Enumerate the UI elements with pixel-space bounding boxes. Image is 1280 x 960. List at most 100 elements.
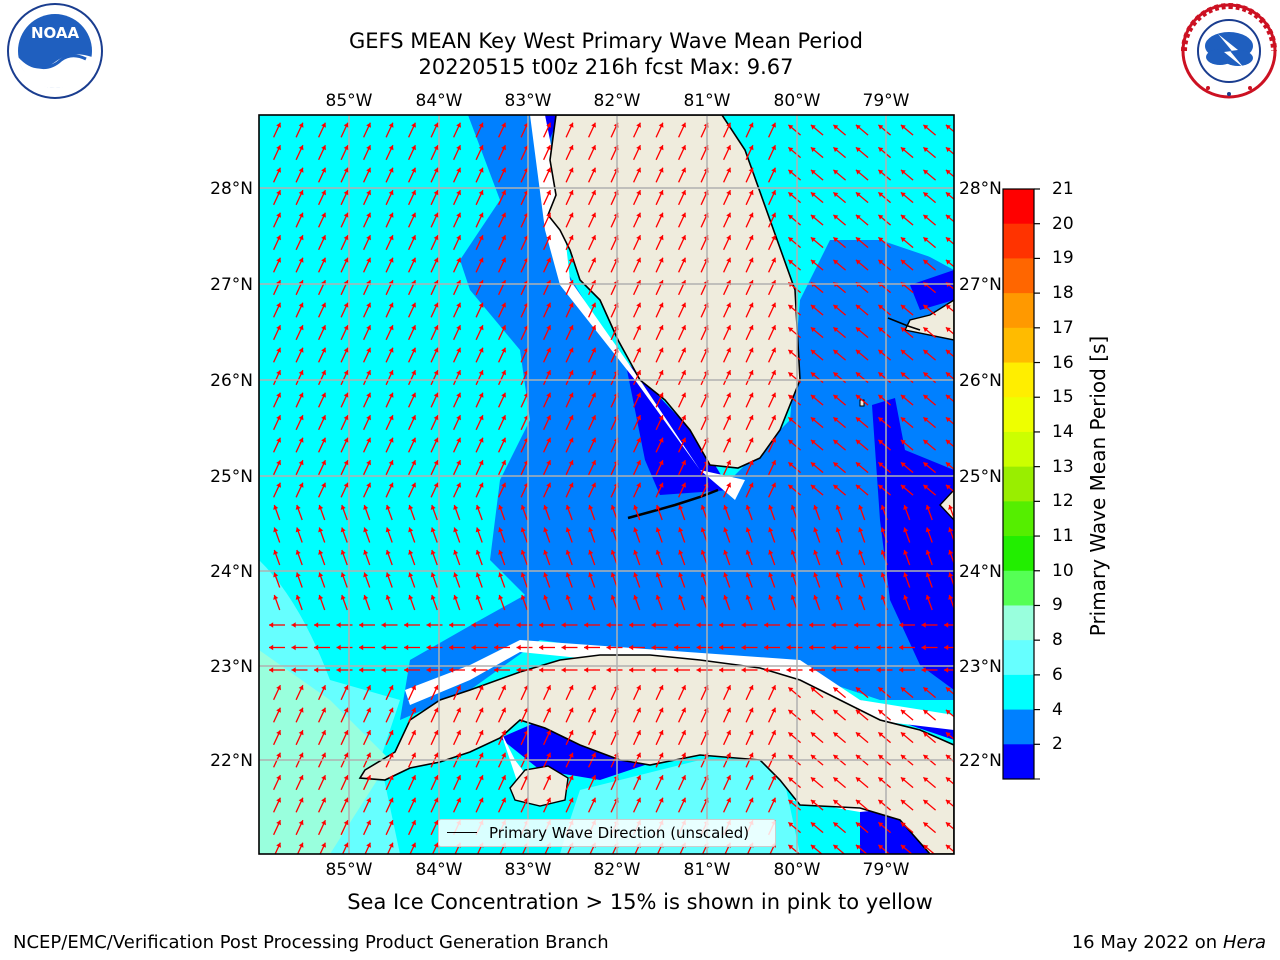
wave-direction-arrowhead — [633, 572, 639, 578]
wave-direction-arrowhead — [880, 572, 886, 578]
wave-direction-arrowhead — [833, 192, 839, 198]
wave-direction-arrowhead — [276, 752, 281, 758]
wave-direction-arrowhead — [855, 754, 861, 760]
wave-direction-arrowhead — [921, 622, 926, 628]
wave-direction-arrowhead — [900, 124, 906, 130]
lon-label-bottom: 81°W — [684, 860, 731, 880]
colorbar-segment — [1003, 605, 1034, 641]
wave-direction-arrowhead — [408, 505, 414, 510]
wave-direction-arrowhead — [501, 122, 506, 128]
wave-direction-arrowhead — [388, 122, 394, 128]
wave-direction-arrowhead — [813, 595, 819, 600]
wave-direction-arrowhead — [831, 622, 836, 628]
wave-direction-arrowhead — [568, 797, 574, 803]
wave-direction-arrowhead — [433, 775, 439, 781]
wave-direction-arrowhead — [321, 797, 326, 803]
wave-direction-arrowhead — [588, 550, 594, 555]
wave-direction-arrowhead — [411, 145, 416, 151]
wave-direction-arrowhead — [591, 415, 596, 421]
wave-direction-arrowhead — [948, 505, 954, 510]
wave-direction-arrowhead — [726, 370, 731, 376]
wave-direction-arrowhead — [948, 527, 954, 533]
wave-direction-arrowhead — [655, 550, 661, 555]
wave-direction-arrowhead — [810, 124, 816, 130]
lon-label-bottom: 84°W — [416, 860, 463, 880]
wave-direction-arrowhead — [433, 235, 439, 241]
wave-direction-arrowhead — [810, 259, 816, 265]
wave-direction-arrowhead — [298, 707, 304, 713]
wave-direction-arrowhead — [321, 685, 326, 691]
wave-direction-arrowhead — [340, 550, 346, 555]
chart-title: GEFS MEAN Key West Primary Wave Mean Per… — [349, 29, 863, 53]
wave-direction-arrowhead — [318, 595, 324, 600]
wave-direction-arrowhead — [833, 732, 839, 738]
wave-direction-arrowhead — [788, 844, 794, 850]
date-text: 16 May 2022 on Hera — [1072, 932, 1266, 953]
wave-direction-arrowhead — [655, 527, 661, 533]
wave-direction-arrowhead — [295, 505, 301, 510]
colorbar-segment — [1003, 293, 1034, 329]
wave-direction-arrowhead — [771, 122, 776, 128]
colorbar-tick-label: 20 — [1052, 213, 1074, 234]
wave-direction-arrowhead — [546, 730, 551, 736]
wave-direction-arrowhead — [478, 685, 484, 691]
wave-direction-arrowhead — [539, 644, 544, 651]
wave-direction-arrowhead — [726, 415, 731, 421]
wave-direction-arrowhead — [681, 370, 686, 376]
wave-direction-arrowhead — [833, 304, 839, 310]
wave-direction-arrowhead — [501, 167, 506, 173]
wave-direction-arrowhead — [719, 622, 724, 628]
wave-direction-arrowhead — [900, 237, 906, 243]
wave-direction-arrowhead — [681, 302, 686, 308]
wave-direction-arrowhead — [810, 754, 816, 760]
wave-direction-arrowhead — [449, 644, 454, 651]
wave-direction-arrowhead — [610, 505, 616, 510]
wave-direction-arrowhead — [681, 730, 686, 736]
wave-direction-arrowhead — [318, 505, 324, 510]
wave-direction-arrowhead — [298, 122, 304, 128]
wave-direction-arrowhead — [900, 304, 906, 310]
wave-direction-arrowhead — [501, 437, 506, 443]
wave-direction-arrowhead — [343, 370, 349, 376]
lat-label-right: 24°N — [959, 562, 1002, 582]
wave-direction-arrowhead — [658, 752, 664, 758]
wave-direction-arrowhead — [633, 505, 639, 510]
wave-direction-arrowhead — [636, 460, 641, 466]
wave-direction-arrowhead — [516, 622, 521, 628]
wave-direction-arrowhead — [900, 687, 906, 693]
wave-direction-arrowhead — [678, 595, 684, 600]
wave-direction-arrowhead — [810, 349, 816, 355]
wave-direction-arrowhead — [273, 572, 279, 578]
wave-direction-arrowhead — [726, 122, 731, 128]
wave-direction-arrowhead — [298, 257, 304, 263]
wave-direction-arrowhead — [726, 775, 731, 781]
wave-direction-arrowhead — [741, 622, 746, 628]
wave-direction-arrowhead — [321, 482, 326, 488]
wave-direction-arrowhead — [833, 709, 839, 715]
wave-direction-arrowhead — [411, 392, 416, 398]
wave-direction-arrowhead — [900, 799, 906, 805]
wave-direction-arrowhead — [426, 644, 431, 651]
wave-direction-arrowhead — [878, 327, 884, 333]
wave-direction-arrowhead — [478, 392, 484, 398]
wave-direction-arrowhead — [591, 707, 596, 713]
wave-direction-arrowhead — [385, 550, 391, 555]
wave-direction-arrowhead — [359, 622, 364, 628]
wave-direction-arrowhead — [411, 190, 416, 196]
wave-direction-arrowhead — [411, 325, 416, 331]
wave-direction-arrowhead — [568, 302, 574, 308]
wave-direction-arrowhead — [591, 347, 596, 353]
colorbar-segment — [1003, 362, 1034, 398]
wave-direction-arrowhead — [768, 550, 774, 555]
wave-direction-arrowhead — [636, 370, 641, 376]
wave-direction-arrowhead — [878, 124, 884, 130]
wave-direction-arrowhead — [336, 644, 341, 651]
wave-direction-arrowhead — [658, 797, 664, 803]
wave-direction-arrowhead — [788, 349, 794, 355]
wave-direction-arrowhead — [298, 302, 304, 308]
wave-direction-arrowhead — [546, 190, 551, 196]
wave-direction-arrowhead — [546, 122, 551, 128]
wave-direction-arrowhead — [478, 145, 484, 151]
wave-direction-arrowhead — [788, 304, 794, 310]
wave-direction-arrowhead — [945, 327, 951, 333]
